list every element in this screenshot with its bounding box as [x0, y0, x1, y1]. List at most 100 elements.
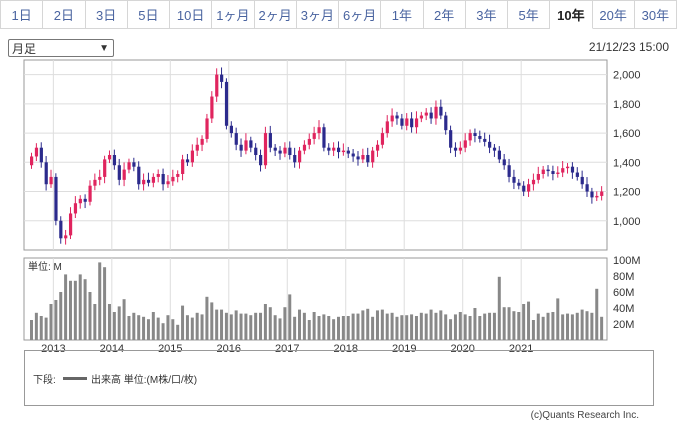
candle-body: [268, 133, 272, 148]
volume-bar: [78, 274, 82, 340]
volume-bar: [478, 316, 482, 340]
candle-body: [502, 159, 506, 166]
candle-body: [220, 74, 224, 82]
tab-3[interactable]: 5日: [127, 0, 170, 29]
tab-12[interactable]: 5年: [508, 0, 551, 29]
volume-bar: [536, 313, 540, 340]
volume-bar: [273, 315, 277, 340]
candle-body: [449, 130, 453, 148]
volume-bar: [254, 312, 258, 340]
candle-body: [600, 191, 604, 196]
period-tabs: 1日 2日 3日 5日 10日 1ヶ月 2ヶ月 3ヶ月 6ヶ月 1年 2年 3年 5年 10年 20年 30年: [0, 0, 677, 30]
volume-bar: [88, 292, 92, 340]
volume-bar: [400, 315, 404, 340]
tab-5[interactable]: 1ヶ月: [212, 0, 255, 29]
volume-unit-label: 単位: M: [28, 260, 62, 273]
volume-bar: [73, 280, 77, 340]
candle-body: [385, 121, 389, 134]
volume-bar: [483, 313, 487, 340]
volume-bar: [434, 312, 438, 340]
tab-13[interactable]: 10年: [550, 0, 593, 29]
volume-bar: [59, 292, 63, 340]
volume-bar: [322, 314, 326, 340]
x-tick-label: 2013: [41, 343, 65, 355]
candle-body: [190, 150, 195, 163]
vol-y-tick-label: 40M: [613, 303, 634, 315]
volume-bar: [361, 310, 365, 340]
vol-y-tick-label: 20M: [613, 319, 634, 331]
volume-bar: [346, 316, 350, 340]
x-tick-label: 2015: [158, 343, 182, 355]
x-tick-label: 2016: [217, 343, 241, 355]
tab-8[interactable]: 6ヶ月: [339, 0, 382, 29]
candle-body: [390, 115, 394, 122]
tab-14[interactable]: 20年: [592, 0, 635, 29]
tab-9[interactable]: 1年: [381, 0, 424, 29]
tab-6[interactable]: 2ヶ月: [254, 0, 297, 29]
candle-body: [254, 147, 258, 155]
candle-body: [444, 115, 448, 131]
x-tick-label: 2019: [392, 343, 416, 355]
candle-body: [68, 213, 73, 236]
candle-body: [507, 165, 511, 177]
tab-1[interactable]: 2日: [43, 0, 86, 29]
candle-body: [327, 147, 331, 151]
y-tick-label: 1,800: [613, 99, 641, 111]
candle-body: [205, 118, 209, 139]
volume-bar: [259, 312, 263, 340]
candle-body: [200, 138, 204, 145]
volume-bar: [468, 316, 472, 340]
candle-body: [59, 220, 63, 239]
y-tick-label: 2,000: [613, 70, 641, 82]
vol-y-tick-label: 80M: [613, 271, 634, 283]
vol-y-tick-label: 60M: [613, 287, 634, 299]
tab-2[interactable]: 3日: [85, 0, 128, 29]
candle-body: [302, 144, 307, 151]
candle-body: [307, 138, 311, 145]
candle-body: [463, 140, 467, 148]
candle-body: [561, 168, 565, 173]
period-select-value: 月足: [12, 42, 37, 56]
y-tick-label: 1,200: [613, 187, 641, 199]
candle-body: [112, 155, 117, 166]
volume-bar: [585, 311, 589, 340]
timestamp: 21/12/23 15:00: [588, 40, 669, 54]
volume-bar: [531, 320, 535, 340]
candle-body: [424, 112, 428, 116]
candle-body: [229, 125, 233, 134]
volume-bar: [444, 314, 448, 340]
volume-bar: [492, 312, 496, 340]
candle-body: [49, 176, 53, 185]
volume-bar: [49, 304, 53, 340]
candle-body: [283, 147, 287, 154]
volume-bar: [229, 314, 233, 340]
candle-body: [30, 156, 34, 166]
x-tick-label: 2017: [275, 343, 299, 355]
volume-bar: [127, 316, 131, 340]
volume-bar: [288, 294, 292, 340]
candle-body: [478, 136, 482, 139]
candle-body: [93, 179, 97, 186]
volume-bar: [473, 308, 477, 340]
volume-bar: [410, 314, 414, 340]
volume-bar: [220, 309, 224, 340]
volume-bar: [30, 320, 33, 340]
tab-4[interactable]: 10日: [170, 0, 213, 29]
volume-bar: [283, 307, 287, 340]
volume-bar: [103, 267, 107, 340]
volume-bar: [312, 312, 316, 340]
candle-body: [375, 144, 380, 151]
candle-body: [419, 115, 424, 119]
tab-7[interactable]: 3ヶ月: [296, 0, 339, 29]
volume-bar: [380, 309, 384, 340]
tab-15[interactable]: 30年: [634, 0, 677, 29]
tab-0[interactable]: 1日: [0, 0, 44, 29]
volume-bar: [566, 313, 570, 340]
tab-11[interactable]: 3年: [465, 0, 508, 29]
volume-bar: [215, 309, 219, 340]
period-select[interactable]: 月足 ▼: [8, 39, 114, 57]
tab-10[interactable]: 2年: [423, 0, 466, 29]
candle-body: [527, 184, 531, 192]
volume-bar: [575, 312, 579, 340]
candle-body: [575, 172, 579, 177]
